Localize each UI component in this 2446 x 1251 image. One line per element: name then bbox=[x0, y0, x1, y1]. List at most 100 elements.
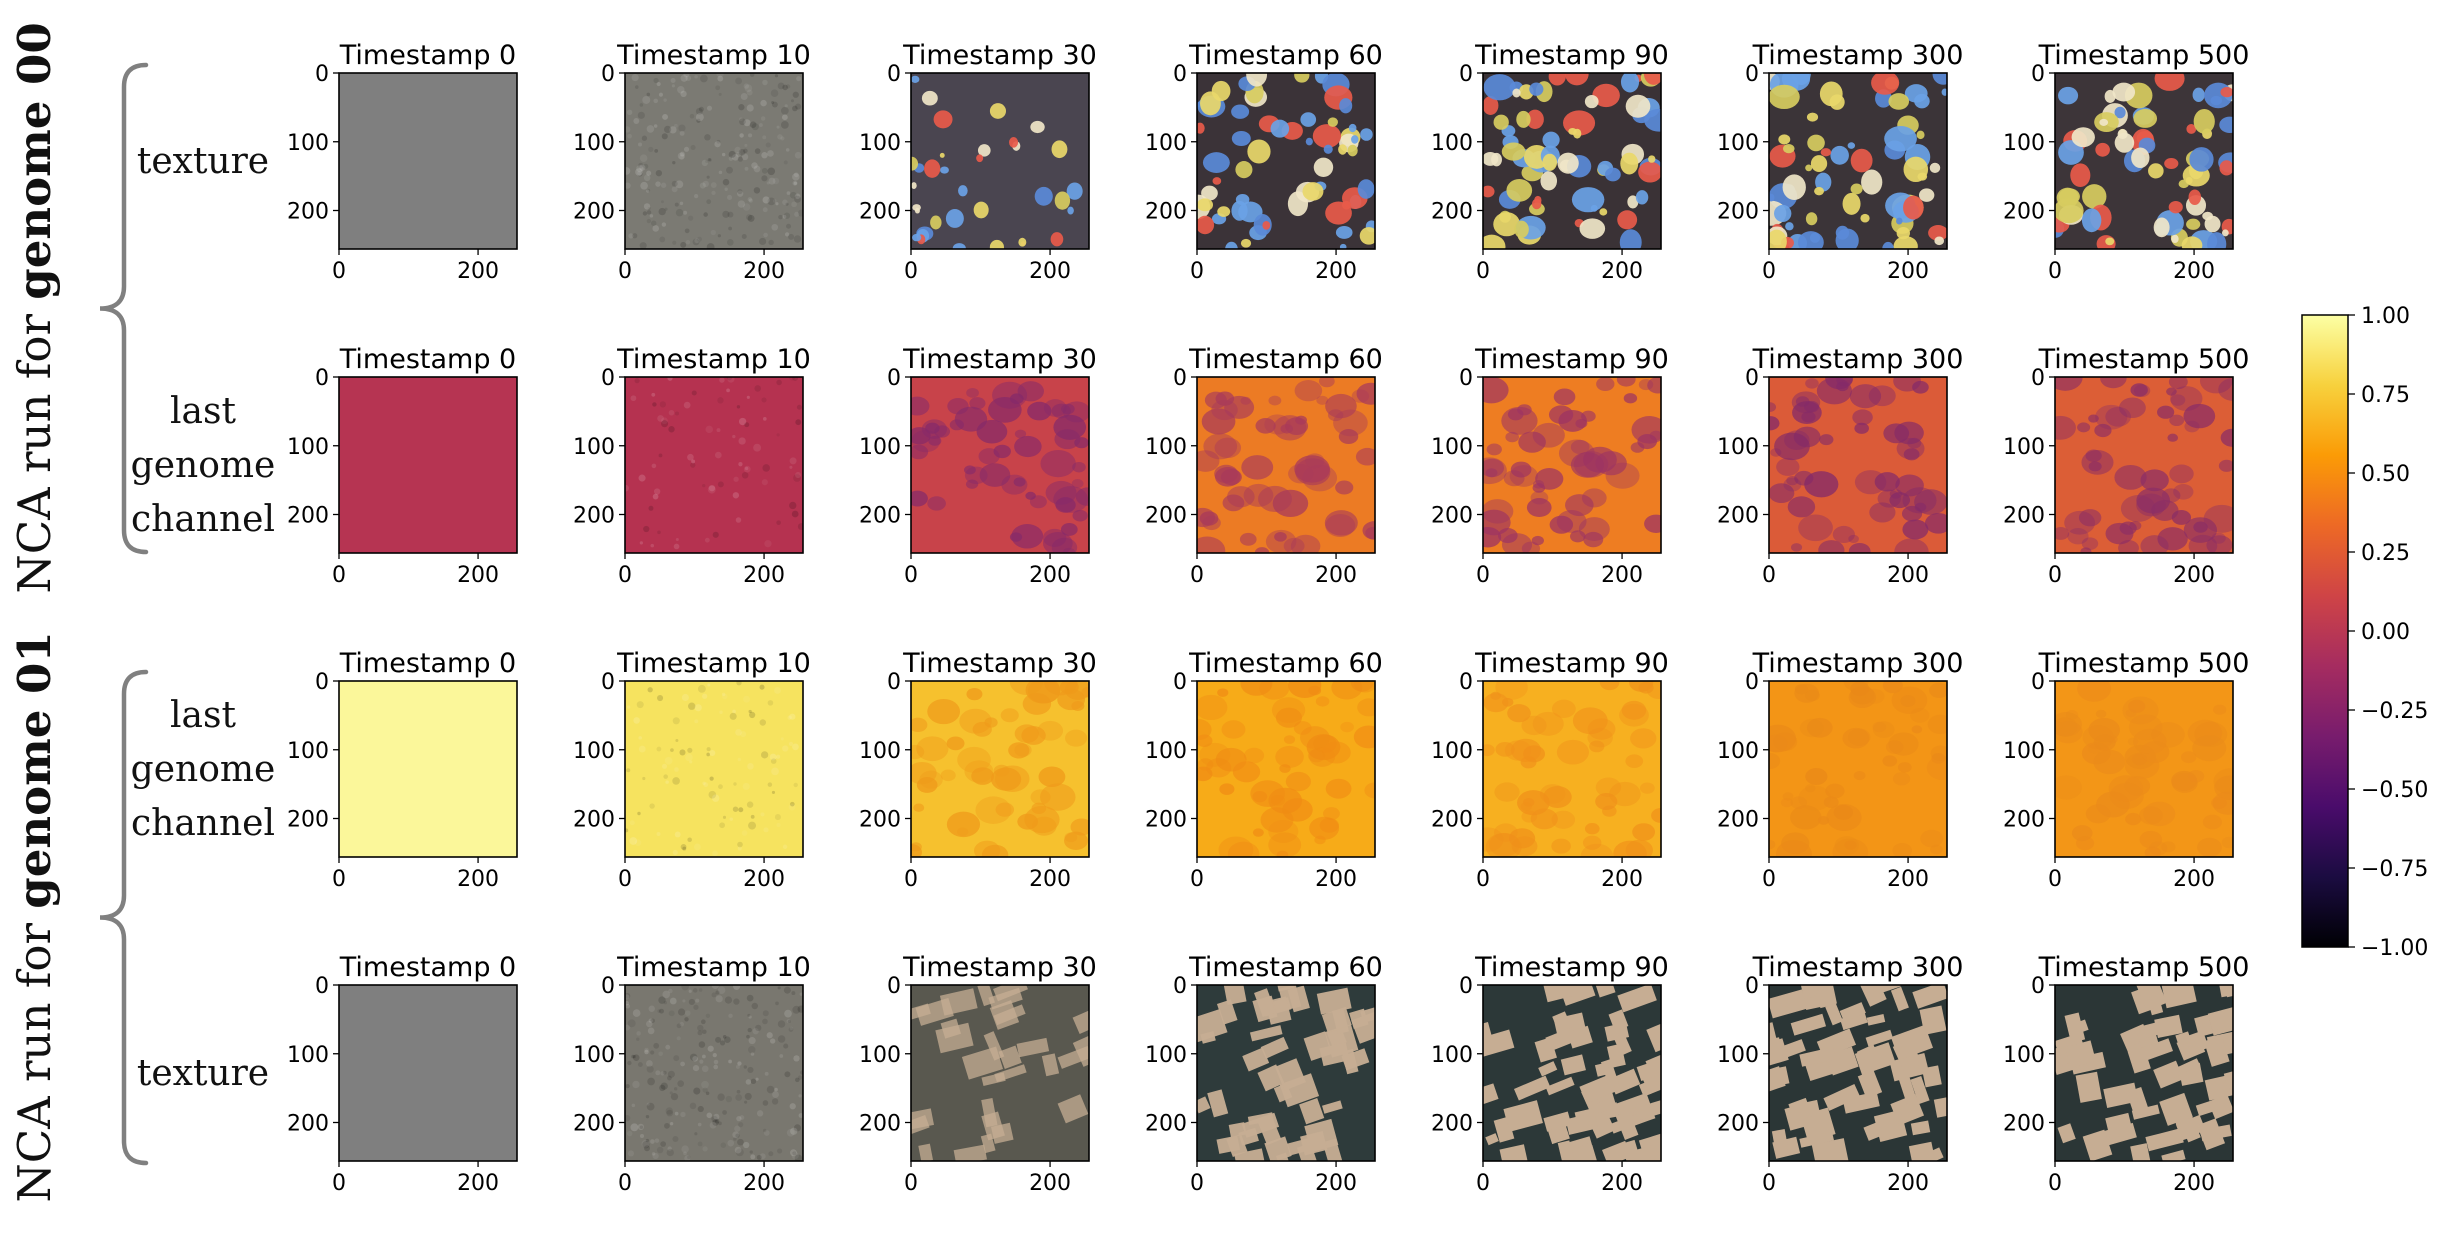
panel-frame bbox=[338, 376, 518, 554]
curly-bracket bbox=[99, 62, 149, 555]
y-tick-label: 200 bbox=[1145, 200, 1187, 225]
x-tick-label: 200 bbox=[743, 563, 785, 588]
y-tick-label: 100 bbox=[1717, 739, 1759, 764]
y-tick-label: 100 bbox=[1431, 739, 1473, 764]
y-tick-label: 100 bbox=[859, 131, 901, 156]
y-tick-label: 100 bbox=[573, 739, 615, 764]
panel-image bbox=[339, 985, 517, 1161]
panel-r2-t0: Timestamp 0 0 200 0 100 200 bbox=[287, 648, 518, 892]
colorbar-tick-label: 1.00 bbox=[2361, 304, 2410, 329]
panel-title: Timestamp 10 bbox=[616, 344, 811, 375]
x-tick-label: 200 bbox=[1601, 563, 1643, 588]
x-tick-label: 200 bbox=[1029, 563, 1071, 588]
x-tick-label: 0 bbox=[618, 867, 632, 892]
y-tick-label: 0 bbox=[887, 670, 901, 695]
panel-frame bbox=[910, 680, 1090, 858]
x-tick-label: 200 bbox=[1887, 259, 1929, 284]
x-tick-label: 200 bbox=[457, 563, 499, 588]
y-tick-label: 0 bbox=[2031, 366, 2045, 391]
panel-title: Timestamp 60 bbox=[1188, 40, 1383, 71]
y-tick-label: 200 bbox=[1431, 1112, 1473, 1137]
x-tick-label: 200 bbox=[457, 259, 499, 284]
x-tick-label: 0 bbox=[1190, 563, 1204, 588]
y-tick-label: 200 bbox=[859, 1112, 901, 1137]
colorbar: 1.00 0.75 0.50 0.25 0.00 −0.25 −0.50 −0.75 −1.00 bbox=[2301, 304, 2428, 961]
y-tick-label: 0 bbox=[1173, 62, 1187, 87]
panel-image bbox=[1197, 377, 1375, 553]
panel-image bbox=[2055, 985, 2233, 1161]
panel-title: Timestamp 500 bbox=[2038, 952, 2250, 983]
colorbar-tick-label: 0.50 bbox=[2361, 462, 2410, 487]
panel-r3-t0: Timestamp 0 0 200 0 100 200 bbox=[287, 952, 518, 1196]
x-tick-label: 0 bbox=[332, 259, 346, 284]
panel-image bbox=[911, 73, 1089, 249]
y-tick-label: 200 bbox=[1145, 808, 1187, 833]
y-tick-label: 0 bbox=[1173, 974, 1187, 999]
side-labels: NCA run for genome 00 NCA run for genome … bbox=[8, 22, 275, 1202]
y-tick-label: 0 bbox=[601, 974, 615, 999]
y-tick-label: 100 bbox=[573, 435, 615, 460]
y-tick-label: 200 bbox=[573, 808, 615, 833]
panel-image bbox=[2055, 377, 2233, 553]
panel-image bbox=[1769, 377, 1947, 553]
x-tick-label: 200 bbox=[743, 1171, 785, 1196]
y-tick-label: 100 bbox=[859, 1043, 901, 1068]
panel-title: Timestamp 10 bbox=[616, 648, 811, 679]
colorbar-tick-label: −0.25 bbox=[2361, 699, 2428, 724]
y-tick-label: 200 bbox=[859, 200, 901, 225]
y-tick-label: 200 bbox=[1717, 808, 1759, 833]
x-tick-label: 0 bbox=[332, 1171, 346, 1196]
panel-title: Timestamp 0 bbox=[339, 648, 516, 679]
panel-frame bbox=[1196, 72, 1376, 250]
panel-frame bbox=[1482, 376, 1662, 554]
panel-title: Timestamp 300 bbox=[1752, 648, 1964, 679]
y-tick-label: 0 bbox=[1459, 366, 1473, 391]
panel-image bbox=[625, 681, 803, 857]
y-tick-label: 100 bbox=[573, 1043, 615, 1068]
panel-frame bbox=[1482, 72, 1662, 250]
y-tick-label: 100 bbox=[2003, 739, 2045, 764]
row-label: last genome channel bbox=[131, 391, 276, 540]
x-tick-label: 200 bbox=[1887, 867, 1929, 892]
y-tick-label: 0 bbox=[1745, 62, 1759, 87]
panel-background bbox=[625, 377, 803, 553]
y-tick-label: 200 bbox=[859, 504, 901, 529]
x-tick-label: 0 bbox=[904, 1171, 918, 1196]
panel-image bbox=[2055, 681, 2233, 857]
y-tick-label: 0 bbox=[601, 670, 615, 695]
panel-image bbox=[339, 681, 517, 857]
panel-frame bbox=[1196, 376, 1376, 554]
panel-image bbox=[1483, 377, 1661, 553]
x-tick-label: 0 bbox=[1762, 259, 1776, 284]
x-tick-label: 0 bbox=[332, 563, 346, 588]
panel-title: Timestamp 60 bbox=[1188, 648, 1383, 679]
y-tick-label: 100 bbox=[1145, 739, 1187, 764]
panel-image bbox=[911, 377, 1089, 553]
row-label: texture bbox=[137, 1053, 269, 1094]
x-tick-label: 200 bbox=[1029, 1171, 1071, 1196]
panel-title: Timestamp 30 bbox=[902, 952, 1097, 983]
y-tick-label: 0 bbox=[2031, 62, 2045, 87]
panel-frame bbox=[624, 680, 804, 858]
y-tick-label: 100 bbox=[1717, 131, 1759, 156]
y-tick-label: 200 bbox=[859, 808, 901, 833]
panel-title: Timestamp 300 bbox=[1752, 40, 1964, 71]
panel-image bbox=[1197, 681, 1375, 857]
y-tick-label: 200 bbox=[1145, 504, 1187, 529]
y-tick-label: 100 bbox=[1431, 435, 1473, 460]
x-tick-label: 0 bbox=[2048, 867, 2062, 892]
y-tick-label: 200 bbox=[1431, 808, 1473, 833]
panel-title: Timestamp 0 bbox=[339, 344, 516, 375]
panel-title: Timestamp 90 bbox=[1474, 40, 1669, 71]
y-tick-label: 0 bbox=[601, 366, 615, 391]
panel-image bbox=[1483, 73, 1661, 249]
y-tick-label: 200 bbox=[287, 200, 329, 225]
